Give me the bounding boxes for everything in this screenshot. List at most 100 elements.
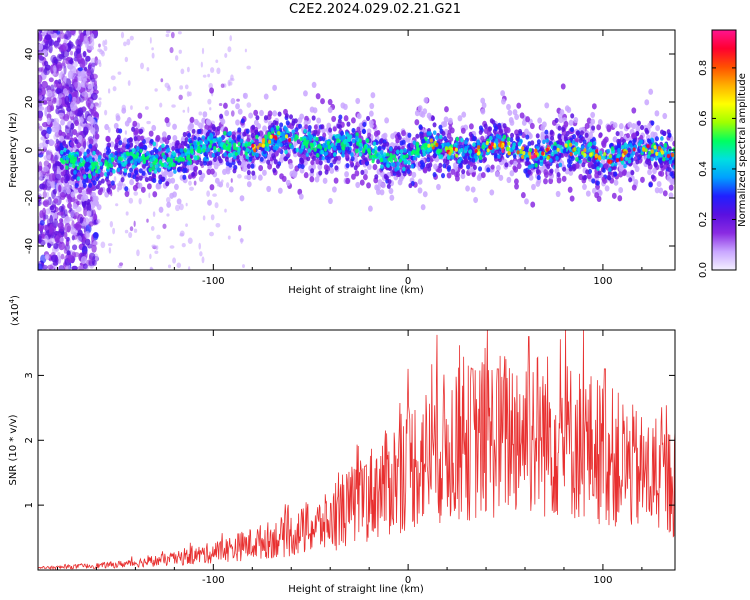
spectrogram-cell: [539, 155, 543, 161]
spectrogram-cell: [555, 190, 561, 198]
spectrogram-cell: [126, 142, 131, 149]
spectrogram-cell: [208, 160, 213, 166]
spectrogram-cell: [66, 188, 71, 195]
spectrogram-cell: [599, 163, 603, 168]
spectrogram-cell: [543, 168, 549, 176]
spectrogram-cell: [211, 152, 216, 158]
spectrogram-cell: [161, 131, 167, 138]
spectrogram-cell: [612, 136, 618, 143]
spectrogram-cell: [59, 44, 67, 52]
spectrogram-cell: [502, 123, 507, 129]
spectrogram-cell: [103, 45, 108, 52]
spectrogram-cell: [230, 110, 235, 117]
spectrogram-cell: [76, 235, 82, 243]
spectrogram-cell: [313, 124, 318, 130]
spectrogram-cell: [341, 152, 345, 158]
spectrogram-cell: [543, 178, 548, 185]
spectrogram-cell: [83, 174, 87, 179]
spectrogram-cell: [494, 138, 499, 143]
spectrogram-cell: [258, 164, 264, 172]
spectrogram-cell: [263, 115, 268, 121]
spectrogram-cell: [417, 187, 423, 194]
spectrogram-cell: [72, 164, 76, 169]
spectrogram-cell: [544, 129, 549, 135]
spectrogram-cell: [415, 149, 419, 154]
spectrogram-cell: [303, 128, 307, 134]
spectrogram-cell: [188, 91, 192, 97]
spectrogram-cell: [199, 160, 204, 167]
spectrogram-cell: [50, 54, 57, 64]
spectrogram-cell: [59, 164, 64, 170]
spectrogram-cell: [60, 253, 65, 260]
spectrogram-cell: [420, 164, 425, 170]
spectrogram-cell: [47, 264, 54, 270]
spectrogram-cell: [360, 159, 365, 165]
spectrogram-cell: [655, 124, 661, 132]
spectrogram-cell: [563, 120, 569, 128]
spectrogram-cell: [256, 145, 260, 150]
spectrogram-cell: [491, 119, 496, 125]
spectrogram-cell: [172, 123, 177, 130]
spectrogram-cell: [298, 193, 304, 200]
spectrogram-cell: [174, 183, 179, 191]
spectrogram-cell: [58, 129, 63, 136]
spectrogram-cell: [87, 173, 92, 178]
spectrogram-cell: [42, 165, 50, 172]
spectrogram-cell: [236, 98, 240, 102]
spectrogram-cell: [444, 106, 449, 113]
spectrogram-cell: [151, 47, 154, 51]
spectrogram-cell: [388, 187, 394, 195]
spectrogram-cell: [88, 138, 94, 145]
spectrogram-cell: [151, 165, 156, 171]
spectrogram-cell: [255, 134, 259, 140]
spectrogram-cell: [77, 122, 82, 132]
spectrogram-cell: [631, 184, 637, 191]
chart-title: C2E2.2024.029.02.21.G21: [288, 2, 462, 17]
spectrogram-cell: [564, 143, 568, 148]
spectrogram-cell: [366, 182, 371, 189]
spectrogram-cell: [372, 163, 378, 171]
spectrogram-cell: [179, 85, 184, 90]
spectrogram-cell: [59, 135, 65, 142]
spectrogram-cell: [267, 163, 273, 170]
spectrogram-cell: [92, 150, 96, 156]
spectrogram-cell: [246, 65, 251, 70]
spectrogram-cell: [272, 167, 277, 173]
spectrogram-cell: [237, 142, 241, 147]
spectrogram-cell: [461, 111, 467, 118]
spectrogram-cell: [148, 130, 154, 137]
spectrogram-cell: [73, 211, 80, 219]
spectrogram-cell: [366, 115, 371, 122]
spectrogram-cell: [210, 214, 215, 221]
spectrogram-cell: [235, 103, 240, 110]
spectrogram-cell: [546, 155, 550, 161]
spectrogram-cell: [172, 152, 177, 157]
spectrogram-cell: [658, 158, 663, 164]
spectrogram-cell: [51, 180, 55, 188]
spectrogram-cell: [346, 121, 351, 127]
spectrogram-cell: [166, 201, 172, 208]
spectrogram-cell: [598, 150, 603, 156]
spectrogram-cell: [242, 165, 248, 173]
spectrogram-cell: [65, 159, 69, 164]
spectrogram-cell: [455, 171, 460, 178]
spectrogram-cell: [49, 205, 55, 211]
spectrogram-cell: [172, 257, 177, 264]
spectrogram-cell: [253, 119, 259, 126]
spectrogram-cell: [97, 154, 102, 160]
spectrogram-cell: [570, 113, 575, 119]
spectrogram-cell: [47, 100, 54, 107]
spectrogram-cell: [93, 80, 98, 87]
spectrogram-cell: [596, 166, 600, 171]
spectrogram-cell: [55, 145, 60, 152]
spectrogram-cell: [158, 179, 163, 185]
spectrogram-cell: [645, 129, 650, 135]
spectrogram-cell: [516, 150, 520, 155]
spectrogram-cell: [185, 202, 188, 207]
spectrogram-cell: [162, 154, 167, 160]
spectrogram-cell: [350, 152, 354, 157]
spectrogram-cell: [595, 180, 600, 186]
spectrogram-cell: [83, 151, 88, 157]
spectrogram-cell: [366, 163, 372, 171]
spectrogram-cell: [160, 162, 164, 167]
